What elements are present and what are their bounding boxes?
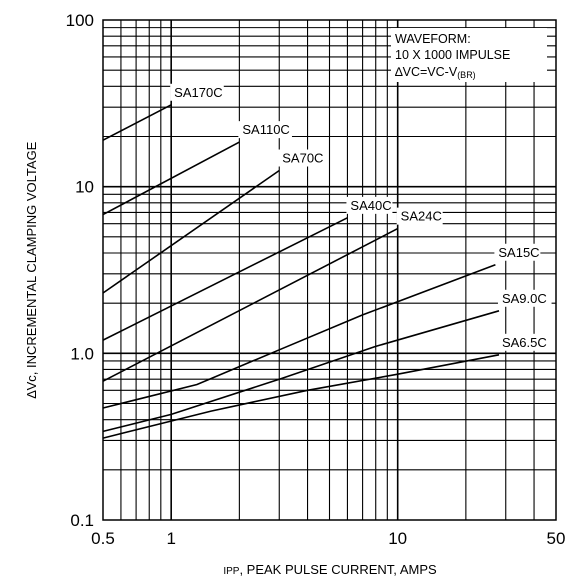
series-label-sa9.0c: SA9.0C <box>502 291 547 306</box>
series-line-sa9.0c <box>102 310 500 433</box>
series-label-sa24c: SA24C <box>401 209 442 224</box>
y-axis-title: ∆Vc, INCREMENTAL CLAMPING VOLTAGE <box>24 141 39 398</box>
annotation-line-2: 10 X 1000 IMPULSE <box>395 48 510 62</box>
series-label-background <box>170 83 224 101</box>
series-line-sa24c <box>102 227 399 382</box>
series-label-background <box>238 121 292 139</box>
series-label-background <box>494 243 541 261</box>
x-axis-title-main: , PEAK PULSE CURRENT, AMPS <box>239 562 437 577</box>
series-line-sa170c <box>102 104 172 141</box>
series-label-sa70c: SA70C <box>282 151 323 166</box>
annotation-box <box>391 28 547 82</box>
series-label-background <box>278 149 325 167</box>
x-tick-label: 50 <box>547 529 566 548</box>
series-line-sa70c <box>102 169 280 294</box>
series-label-sa15c: SA15C <box>498 245 539 260</box>
y-axis-title-main: Vc, INCREMENTAL CLAMPING VOLTAGE <box>24 141 39 390</box>
annotation-formula-sub: (BR) <box>457 70 476 80</box>
series-label-background <box>497 289 552 307</box>
series-line-sa110c <box>102 141 240 216</box>
x-axis-title-sub: IPP <box>223 566 239 577</box>
x-tick-label: 1 <box>166 529 175 548</box>
y-tick-label: 1.0 <box>70 344 94 363</box>
series-label-sa40c: SA40C <box>350 198 391 213</box>
annotation-formula: ∆VC=VC-V(BR) <box>395 65 476 80</box>
series-label-background <box>396 207 443 225</box>
series-label-background <box>497 333 552 351</box>
y-tick-label: 10 <box>75 178 94 197</box>
series-label-sa110c: SA110C <box>242 122 289 137</box>
x-tick-label: 10 <box>388 529 407 548</box>
annotation-formula-main: ∆VC=VC-V <box>395 65 458 79</box>
y-tick-label: 0.1 <box>70 511 94 530</box>
y-tick-label: 100 <box>66 11 94 30</box>
grid <box>103 20 556 520</box>
series-lines <box>102 104 500 439</box>
series-line-sa40c <box>102 217 348 341</box>
series-label-background <box>346 196 393 214</box>
x-tick-label: 0.5 <box>91 529 115 548</box>
annotation-line-1: WAVEFORM: <box>395 32 471 46</box>
series-line-sa6.5c <box>102 354 500 439</box>
series-line-sa15c <box>102 264 496 409</box>
plot-border <box>102 19 557 521</box>
y-axis-title-delta: ∆ <box>24 390 39 398</box>
x-axis-title: IPP, PEAK PULSE CURRENT, AMPS <box>223 562 437 577</box>
tick-labels: 0.5 1 10 50 0.1 1.0 10 100 <box>66 11 566 548</box>
series-labels: SA170C SA110C SA70C SA40C SA24C SA15C SA9.0C SA… <box>170 83 552 351</box>
waveform-annotation: WAVEFORM: 10 X 1000 IMPULSE ∆VC=VC-V(BR) <box>391 28 547 82</box>
series-label-sa6.5c: SA6.5C <box>502 335 547 350</box>
series-label-sa170c: SA170C <box>174 85 222 100</box>
